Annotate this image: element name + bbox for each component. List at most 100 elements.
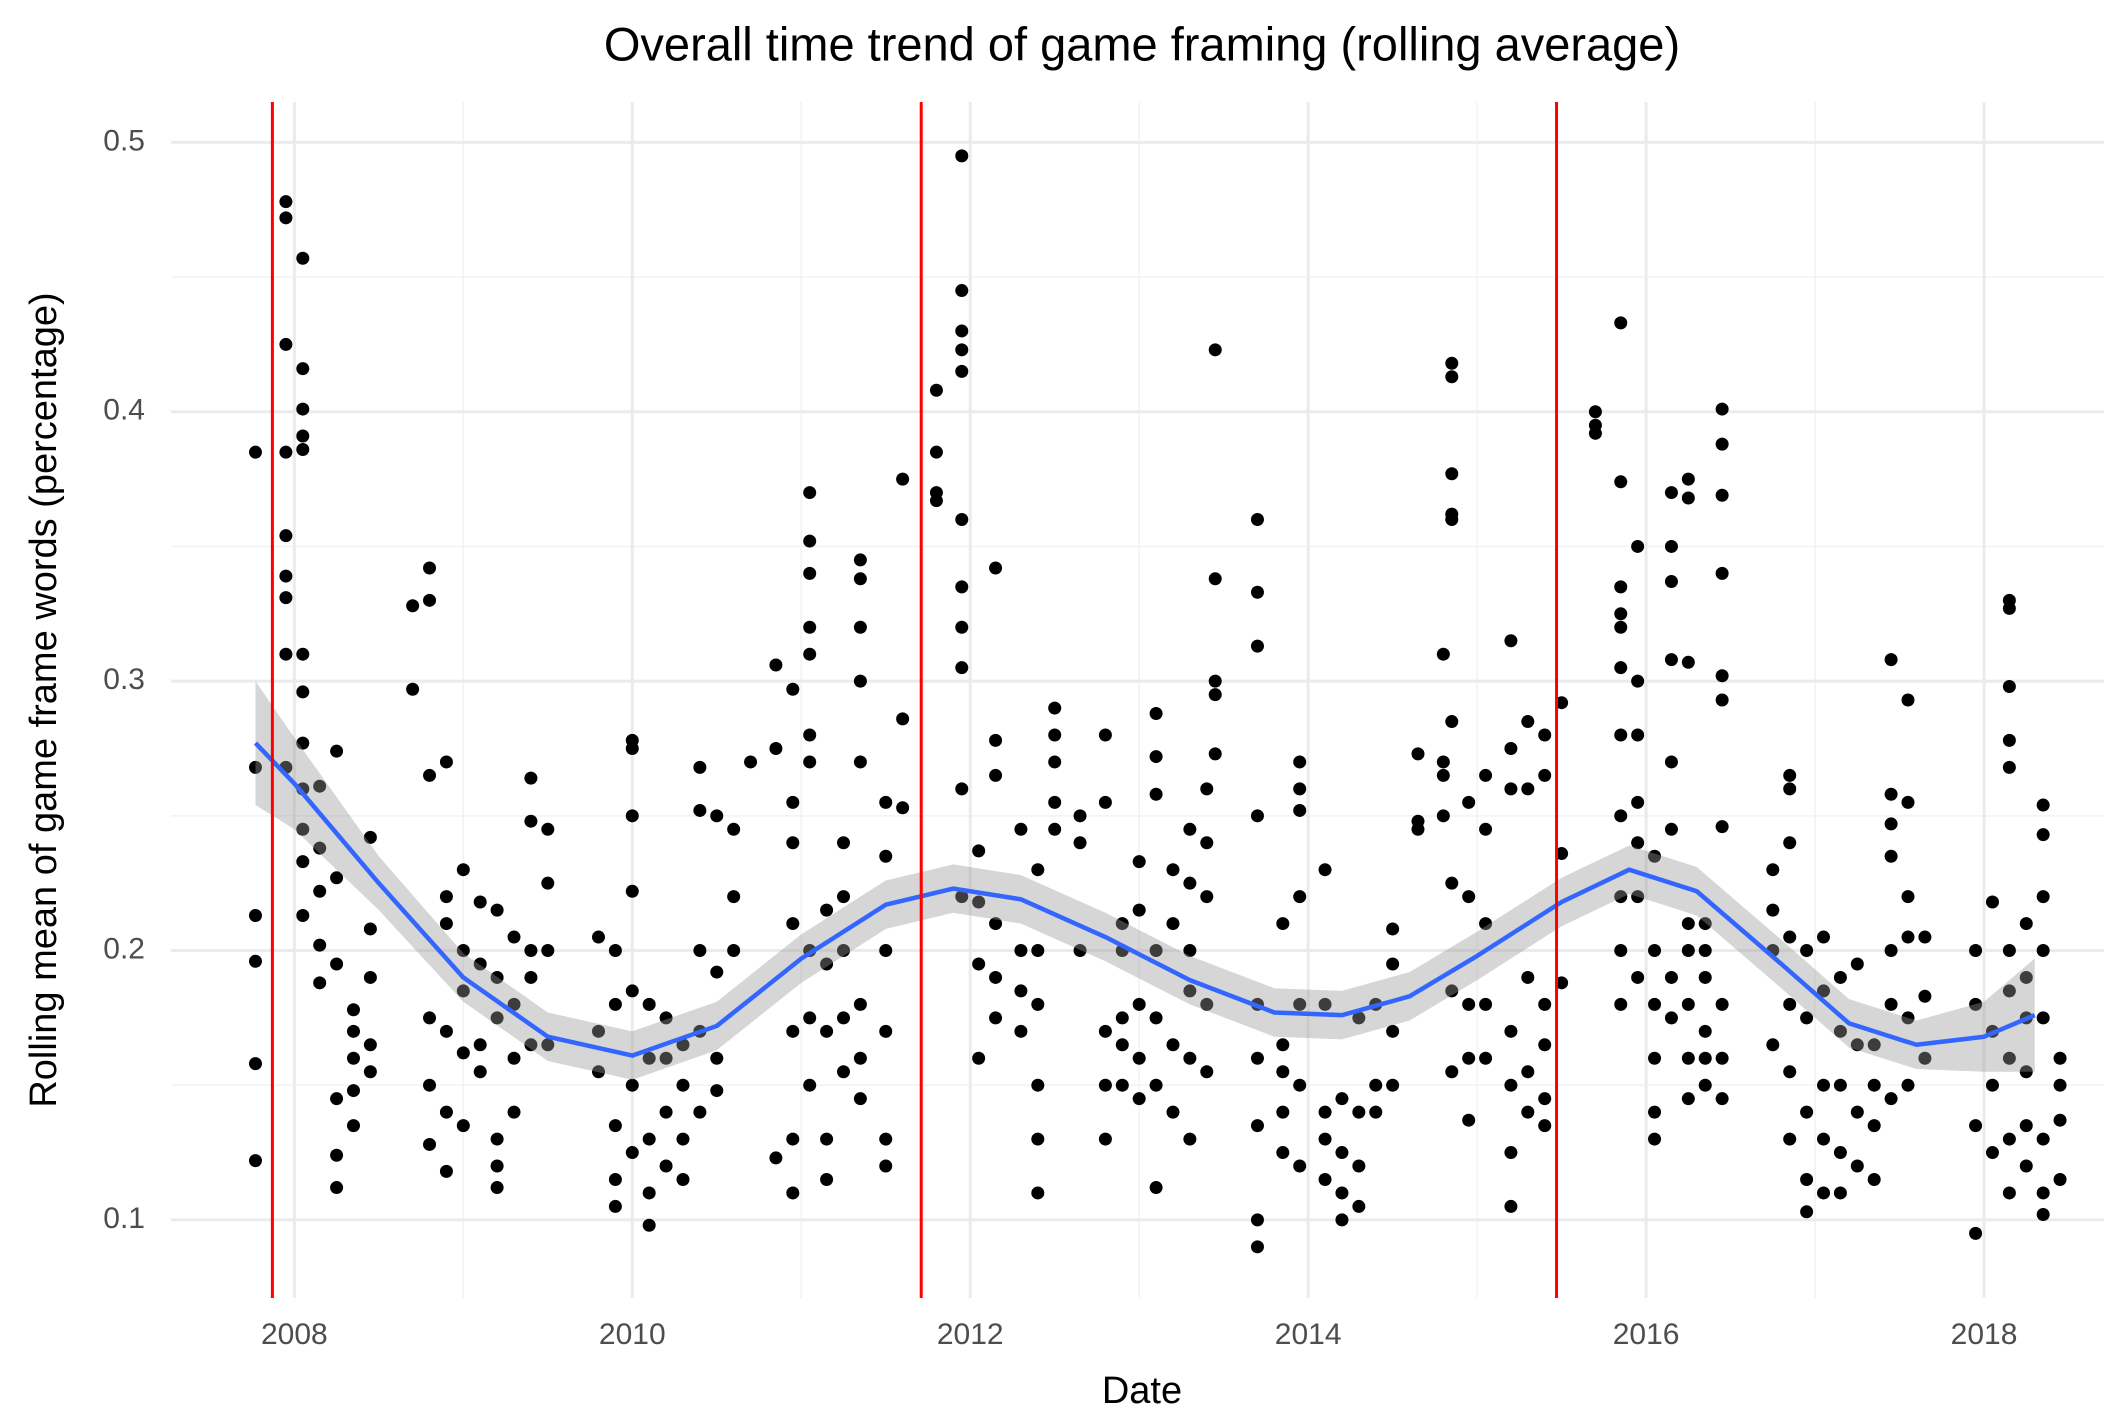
point <box>786 682 800 696</box>
point <box>1115 917 1129 931</box>
point <box>820 957 834 971</box>
point <box>2019 970 2033 984</box>
point <box>836 836 850 850</box>
point <box>1318 863 1332 877</box>
point <box>507 997 521 1011</box>
point <box>1614 661 1628 675</box>
point <box>853 1092 867 1106</box>
point <box>803 486 817 500</box>
point <box>279 569 293 583</box>
point <box>296 822 310 836</box>
point <box>1318 997 1332 1011</box>
point <box>1833 1078 1847 1092</box>
point <box>423 1137 437 1151</box>
point <box>1884 817 1898 831</box>
point <box>1048 795 1062 809</box>
point <box>955 364 969 378</box>
point <box>1681 917 1695 931</box>
point <box>1614 316 1628 330</box>
point <box>1335 1213 1349 1227</box>
point <box>1521 782 1535 796</box>
point <box>1369 1078 1383 1092</box>
point <box>279 591 293 605</box>
point <box>313 976 327 990</box>
point <box>803 1011 817 1025</box>
x-tick-label: 2012 <box>937 1318 1004 1351</box>
point <box>853 755 867 769</box>
point <box>955 580 969 594</box>
point <box>363 830 377 844</box>
point <box>1766 903 1780 917</box>
point <box>1631 890 1645 904</box>
point <box>2036 944 2050 958</box>
point <box>1766 1038 1780 1052</box>
point <box>1783 768 1797 782</box>
point <box>279 195 293 209</box>
point <box>1648 944 1662 958</box>
point <box>1200 997 1214 1011</box>
point <box>330 744 344 758</box>
point <box>1250 585 1264 599</box>
point <box>1664 755 1678 769</box>
point <box>1445 356 1459 370</box>
point <box>1436 768 1450 782</box>
point <box>1208 343 1222 357</box>
point <box>1031 1078 1045 1092</box>
point <box>1715 820 1729 834</box>
x-tick-label: 2008 <box>261 1318 328 1351</box>
point <box>1631 674 1645 688</box>
point <box>786 1186 800 1200</box>
point <box>1800 1105 1814 1119</box>
point <box>456 1046 470 1060</box>
point <box>1293 755 1307 769</box>
point <box>625 809 639 823</box>
point <box>1833 970 1847 984</box>
point <box>1352 1159 1366 1173</box>
point <box>456 984 470 998</box>
point <box>1048 822 1062 836</box>
point <box>1588 418 1602 432</box>
point <box>1386 1078 1400 1092</box>
point <box>989 917 1003 931</box>
point <box>676 1038 690 1052</box>
point <box>248 954 262 968</box>
point <box>1783 836 1797 850</box>
point <box>541 876 555 890</box>
point <box>1698 917 1712 931</box>
point <box>279 529 293 543</box>
point <box>1115 1078 1129 1092</box>
point <box>524 771 538 785</box>
point <box>2019 1119 2033 1133</box>
point <box>1115 1011 1129 1025</box>
point <box>1031 1186 1045 1200</box>
point <box>853 997 867 1011</box>
point <box>1208 572 1222 586</box>
x-tick-label: 2016 <box>1613 1318 1680 1351</box>
y-tick-label: 0.3 <box>103 663 145 696</box>
point <box>1073 809 1087 823</box>
point <box>1208 674 1222 688</box>
point <box>296 685 310 699</box>
point <box>693 803 707 817</box>
point <box>1208 747 1222 761</box>
point <box>1783 1065 1797 1079</box>
point <box>2036 798 2050 812</box>
point <box>406 682 420 696</box>
point <box>524 970 538 984</box>
point <box>896 712 910 726</box>
point <box>972 957 986 971</box>
point <box>1833 1024 1847 1038</box>
point <box>1276 917 1290 931</box>
point <box>346 1084 360 1098</box>
point <box>279 445 293 459</box>
point <box>1250 1240 1264 1254</box>
point <box>507 930 521 944</box>
point <box>248 445 262 459</box>
point <box>2002 680 2016 694</box>
point <box>955 661 969 675</box>
point <box>1664 574 1678 588</box>
point <box>1048 701 1062 715</box>
point <box>1985 1078 1999 1092</box>
point <box>1884 944 1898 958</box>
